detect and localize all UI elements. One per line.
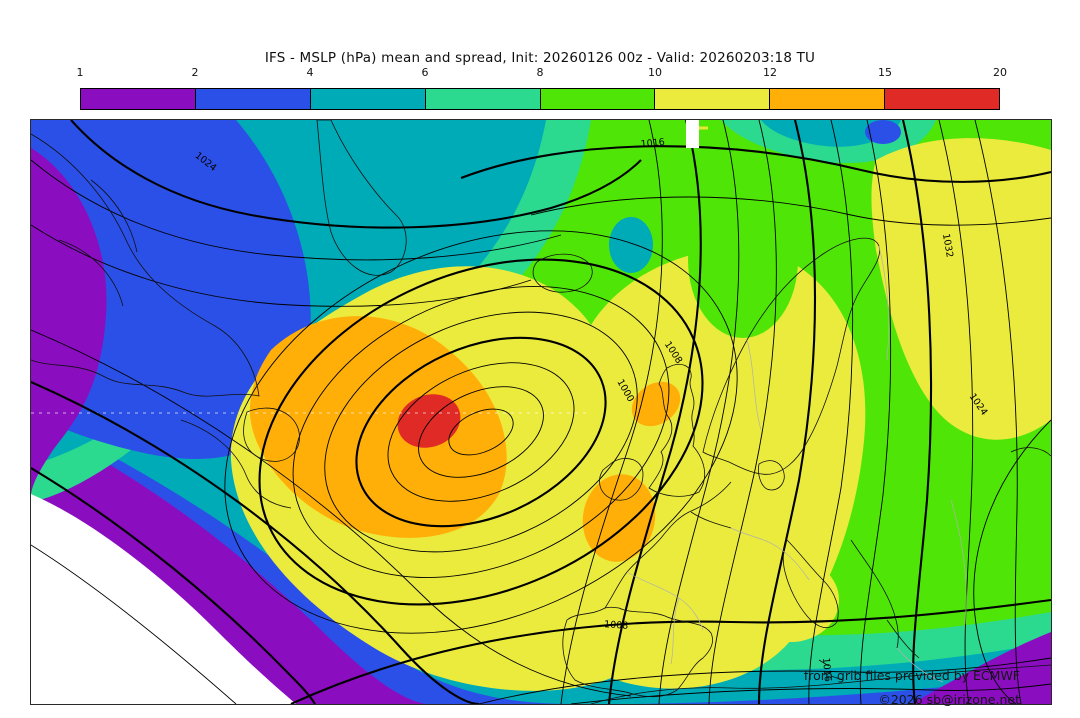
map-panel: 1024 1016 1032 1024 1008 1000 1008 1016 <box>30 119 1052 705</box>
colorbar-tick-12: 12 <box>763 66 777 79</box>
data-gap-notch <box>686 120 708 148</box>
colorbar-segment-4-6 <box>310 89 426 109</box>
colorbar-tick-2: 2 <box>191 66 199 79</box>
colorbar-segment-6-8 <box>425 89 541 109</box>
colorbar-segment-8-10 <box>540 89 656 109</box>
colorbar-tick-labels: 1 2 4 6 8 10 12 15 20 <box>0 66 1080 80</box>
page-title: IFS - MSLP (hPa) mean and spread, Init: … <box>264 50 816 66</box>
spread-fill-layer <box>31 120 1051 704</box>
colorbar-tick-1: 1 <box>76 66 84 79</box>
spread-colorbar <box>80 88 1000 110</box>
contour-label-1032: 1032 <box>940 233 955 259</box>
coastlines <box>31 120 1051 704</box>
colorbar-segment-12-15 <box>770 89 886 109</box>
colorbar-segment-10-12 <box>655 89 771 109</box>
colorbar-segment-2-4 <box>195 89 311 109</box>
contour-label-1016: 1016 <box>820 657 833 682</box>
colorbar-tick-8: 8 <box>536 66 544 79</box>
colorbar-tick-10: 10 <box>648 66 662 79</box>
colorbar-tick-4: 4 <box>306 66 314 79</box>
contour-label-1016: 1016 <box>640 137 665 150</box>
colorbar-tick-6: 6 <box>421 66 429 79</box>
country-borders <box>626 245 967 683</box>
attribution-copyright: ©2026 sb@irizone.net <box>878 692 1020 707</box>
colorbar-segment-1-2 <box>81 89 196 109</box>
isobar-contours-thick <box>31 120 1051 704</box>
colorbar-tick-15: 15 <box>878 66 892 79</box>
attribution-ecmwf: from grib files provided by ECMWF <box>803 668 1020 683</box>
colorbar-tick-20: 20 <box>993 66 1007 79</box>
isobar-contours-thin <box>31 120 1051 704</box>
contour-label-1008: 1008 <box>604 619 629 632</box>
colorbar-segment-15-20 <box>885 89 999 109</box>
